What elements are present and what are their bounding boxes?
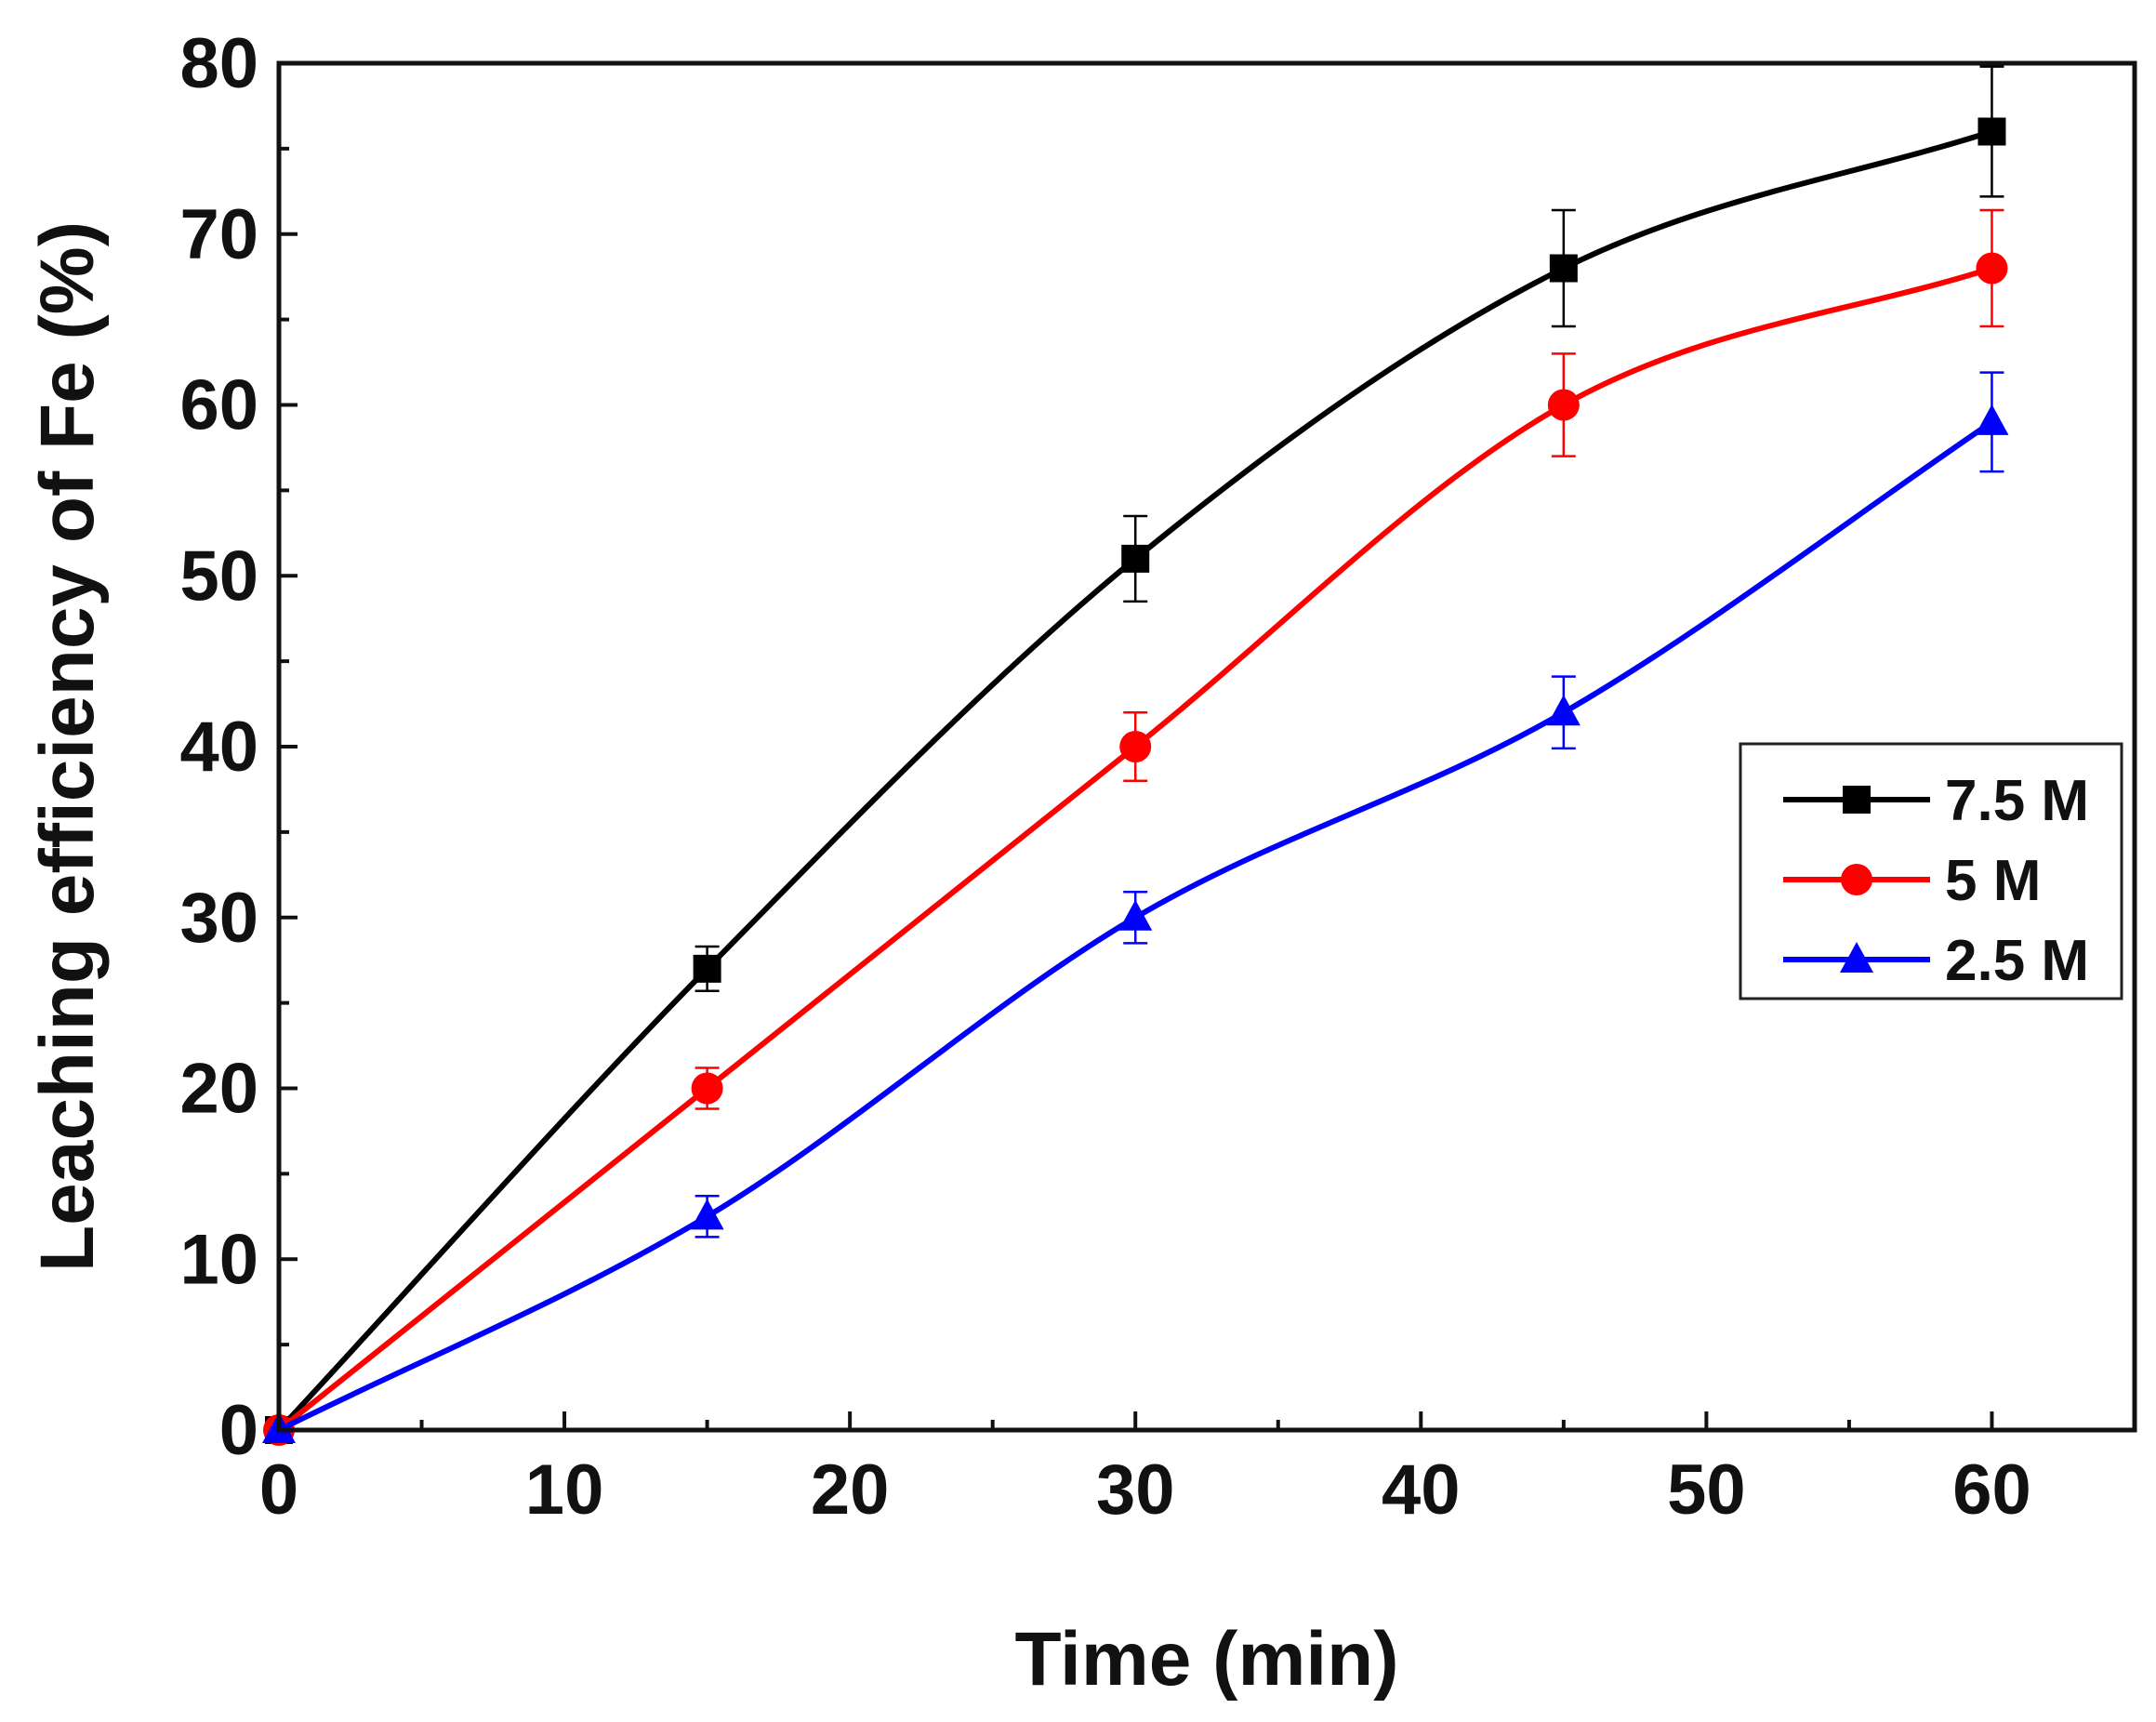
series-layer bbox=[262, 65, 2009, 1446]
y-tick-label: 20 bbox=[179, 1050, 258, 1129]
legend-box bbox=[1739, 742, 2123, 1000]
data-point bbox=[693, 954, 721, 983]
y-tick-label: 0 bbox=[219, 1391, 258, 1470]
legend-marker bbox=[1843, 786, 1871, 814]
data-point bbox=[1976, 252, 2008, 285]
legend-label: 7.5 M bbox=[1945, 769, 2089, 833]
data-point bbox=[1547, 389, 1580, 421]
y-tick-label: 50 bbox=[179, 536, 258, 616]
legend-marker bbox=[1841, 864, 1872, 895]
data-point bbox=[1118, 899, 1153, 931]
data-point bbox=[691, 1072, 723, 1105]
data-point bbox=[1977, 117, 2006, 146]
data-point bbox=[1546, 695, 1581, 726]
x-tick-label: 20 bbox=[811, 1450, 890, 1530]
x-tick-label: 0 bbox=[259, 1450, 298, 1530]
x-axis-title: Time (min) bbox=[1014, 1617, 1398, 1702]
x-tick-label: 30 bbox=[1096, 1450, 1175, 1530]
legend-marker bbox=[1840, 942, 1873, 973]
data-point bbox=[1119, 731, 1152, 762]
legend-entry: 7.5 M bbox=[1783, 769, 2089, 833]
data-point bbox=[1121, 544, 1150, 573]
legend-label: 2.5 M bbox=[1945, 929, 2089, 993]
x-tick-label: 50 bbox=[1667, 1450, 1746, 1530]
x-tick-label: 60 bbox=[1952, 1450, 2031, 1530]
y-tick-labels: 0 10 20 30 40 50 60 70 80 bbox=[179, 24, 258, 1470]
y-tick-label: 60 bbox=[179, 366, 258, 445]
data-point bbox=[1549, 254, 1578, 283]
y-tick-label: 30 bbox=[179, 879, 258, 958]
legend: 7.5 M 5 M 2.5 M bbox=[1739, 742, 2123, 1000]
y-axis-title: Leaching efficiency of Fe (%) bbox=[25, 221, 110, 1272]
data-point bbox=[1975, 404, 2009, 435]
legend-label: 5 M bbox=[1945, 849, 2041, 913]
x-tick-label: 10 bbox=[525, 1450, 604, 1530]
x-tick-label: 40 bbox=[1382, 1450, 1461, 1530]
y-tick-label: 70 bbox=[179, 195, 258, 274]
y-tick-label: 80 bbox=[179, 24, 258, 103]
legend-entries: 7.5 M 5 M 2.5 M bbox=[1783, 769, 2089, 993]
y-tick-label: 40 bbox=[179, 708, 258, 787]
legend-entry: 5 M bbox=[1783, 849, 2041, 913]
legend-entry: 2.5 M bbox=[1783, 929, 2089, 993]
plot-frame bbox=[276, 60, 2137, 1433]
series-2-5-m bbox=[262, 371, 2009, 1443]
y-tick-label: 10 bbox=[179, 1220, 258, 1299]
x-tick-labels: 0 10 20 30 40 50 60 bbox=[259, 1450, 2031, 1530]
series-line bbox=[276, 128, 1993, 1433]
data-point bbox=[690, 1199, 724, 1230]
